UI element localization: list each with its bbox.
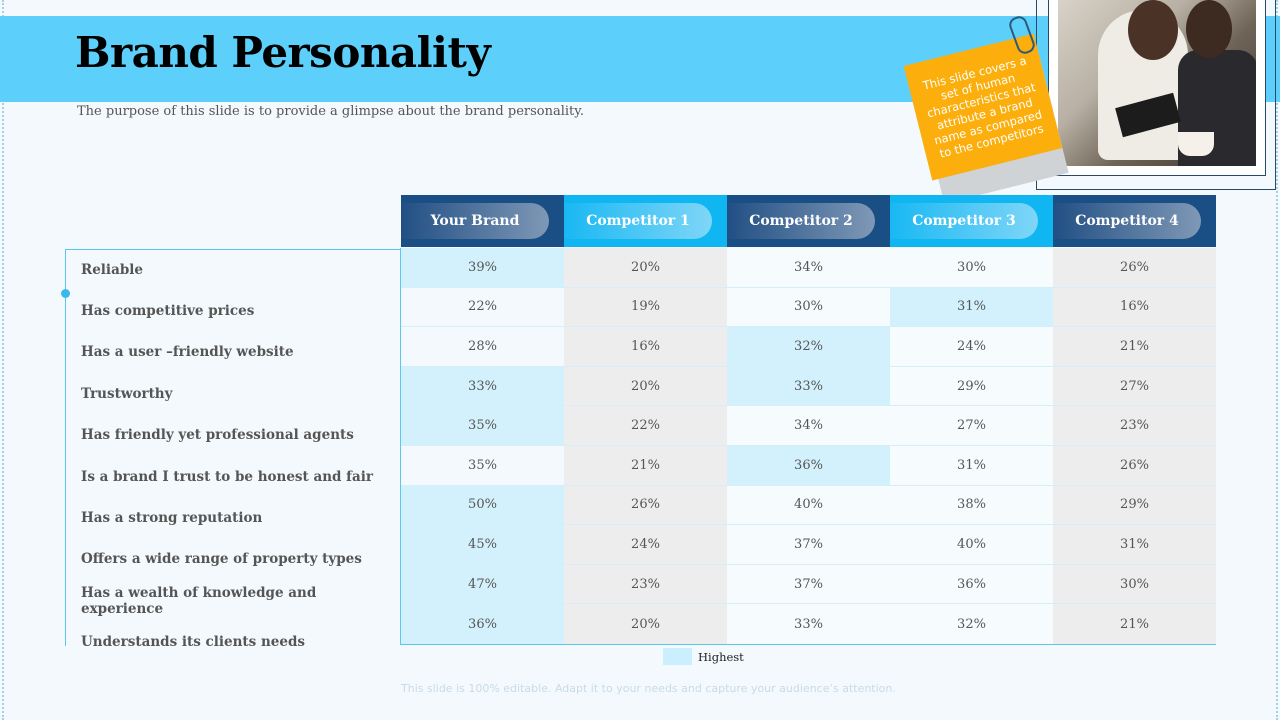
table-cell: 30% bbox=[890, 248, 1053, 287]
legend: Highest bbox=[663, 648, 744, 665]
table-row: 28% 16% 32% 24% 21% bbox=[401, 327, 1216, 367]
row-label: Has competitive prices bbox=[81, 303, 255, 320]
table-cell: 36% bbox=[890, 564, 1053, 604]
table-cell: 35% bbox=[401, 406, 564, 445]
table-row: 35% 22% 34% 27% 23% bbox=[401, 406, 1216, 446]
page-title: Brand Personality bbox=[75, 28, 491, 77]
bracket-dot-icon bbox=[61, 289, 70, 298]
legend-highlight-swatch bbox=[663, 648, 692, 665]
table-cell: 30% bbox=[1053, 564, 1216, 604]
table-row: 50% 26% 40% 38% 29% bbox=[401, 485, 1216, 526]
data-table: 39% 20% 34% 30% 26% 22% 19% 30% 31% 16% 28% 16% 32% 2… bbox=[400, 248, 1216, 645]
people-photo bbox=[1058, 0, 1256, 166]
row-label: Understands its clients needs bbox=[81, 634, 305, 651]
row-label: Reliable bbox=[81, 261, 143, 278]
table-cell: 31% bbox=[890, 445, 1053, 485]
column-header-label: Competitor 4 bbox=[1053, 203, 1201, 239]
column-header: Competitor 2 bbox=[727, 195, 890, 247]
table-cell: 19% bbox=[564, 287, 727, 327]
table-cell: 29% bbox=[1053, 485, 1216, 525]
column-header: Competitor 1 bbox=[564, 195, 727, 247]
table-cell: 37% bbox=[727, 525, 890, 564]
table-row: 45% 24% 37% 40% 31% bbox=[401, 525, 1216, 565]
table-cell: 31% bbox=[890, 287, 1053, 327]
column-header-label: Your Brand bbox=[401, 203, 549, 239]
row-labels: Reliable Has competitive prices Has a user… bbox=[81, 249, 401, 663]
table-cell: 36% bbox=[401, 604, 564, 644]
table-cell: 39% bbox=[401, 248, 564, 287]
legend-label: Highest bbox=[698, 649, 744, 664]
table-cell: 16% bbox=[1053, 287, 1216, 327]
table-cell: 28% bbox=[401, 327, 564, 366]
footer-note: This slide is 100% editable. Adapt it to… bbox=[401, 682, 896, 695]
table-cell: 34% bbox=[727, 248, 890, 287]
table-row: 36% 20% 33% 32% 21% bbox=[401, 604, 1216, 644]
table-cell: 45% bbox=[401, 525, 564, 564]
table-cell: 30% bbox=[727, 287, 890, 327]
row-label: Has a user –friendly website bbox=[81, 344, 294, 361]
table-cell: 20% bbox=[564, 248, 727, 287]
column-header: Your Brand bbox=[401, 195, 564, 247]
row-label: Is a brand I trust to be honest and fair bbox=[81, 468, 373, 485]
table-cell: 37% bbox=[727, 564, 890, 604]
page-subtitle: The purpose of this slide is to provide … bbox=[77, 104, 585, 119]
row-label: Has a wealth of knowledge and experience bbox=[81, 584, 317, 617]
table-row: 22% 19% 30% 31% 16% bbox=[401, 287, 1216, 328]
table-cell: 33% bbox=[727, 604, 890, 644]
left-dotted-border bbox=[2, 0, 4, 720]
column-header-label: Competitor 3 bbox=[890, 203, 1038, 239]
table-cell: 34% bbox=[727, 406, 890, 445]
column-header: Competitor 4 bbox=[1053, 195, 1216, 247]
table-cell: 27% bbox=[1053, 366, 1216, 406]
table-cell: 31% bbox=[1053, 525, 1216, 564]
table-cell: 24% bbox=[564, 525, 727, 564]
table-cell: 26% bbox=[1053, 445, 1216, 485]
row-label: Has friendly yet professional agents bbox=[81, 427, 354, 444]
sticky-note-text: This slide covers a set of human charact… bbox=[921, 53, 1045, 161]
table-cell: 22% bbox=[564, 406, 727, 445]
table-cell: 32% bbox=[890, 604, 1053, 644]
table-cell: 36% bbox=[727, 445, 890, 485]
table-cell: 33% bbox=[401, 366, 564, 406]
table-cell: 16% bbox=[564, 327, 727, 366]
table-cell: 20% bbox=[564, 366, 727, 406]
table-row: 35% 21% 36% 31% 26% bbox=[401, 445, 1216, 486]
row-label: Trustworthy bbox=[81, 385, 173, 402]
table-header: Your Brand Competitor 1 Competitor 2 Compet… bbox=[401, 195, 1216, 247]
table-cell: 23% bbox=[1053, 406, 1216, 445]
table-row: 39% 20% 34% 30% 26% bbox=[401, 248, 1216, 288]
table-cell: 24% bbox=[890, 327, 1053, 366]
right-dotted-border bbox=[1276, 0, 1278, 720]
column-header-label: Competitor 2 bbox=[727, 203, 875, 239]
table-cell: 21% bbox=[1053, 604, 1216, 644]
table-cell: 27% bbox=[890, 406, 1053, 445]
table-row: 47% 23% 37% 36% 30% bbox=[401, 564, 1216, 605]
table-cell: 40% bbox=[727, 485, 890, 525]
table-cell: 38% bbox=[890, 485, 1053, 525]
table-cell: 35% bbox=[401, 445, 564, 485]
table-cell: 26% bbox=[564, 485, 727, 525]
table-cell: 26% bbox=[1053, 248, 1216, 287]
table-cell: 22% bbox=[401, 287, 564, 327]
table-cell: 23% bbox=[564, 564, 727, 604]
table-cell: 40% bbox=[890, 525, 1053, 564]
table-cell: 47% bbox=[401, 564, 564, 604]
table-cell: 21% bbox=[564, 445, 727, 485]
column-header-label: Competitor 1 bbox=[564, 203, 712, 239]
row-label: Has a strong reputation bbox=[81, 510, 263, 527]
row-label: Offers a wide range of property types bbox=[81, 551, 362, 568]
table-cell: 20% bbox=[564, 604, 727, 644]
table-row: 33% 20% 33% 29% 27% bbox=[401, 366, 1216, 407]
table-cell: 32% bbox=[727, 327, 890, 366]
row-label-bracket bbox=[65, 249, 401, 646]
column-header: Competitor 3 bbox=[890, 195, 1053, 247]
table-cell: 33% bbox=[727, 366, 890, 406]
table-cell: 50% bbox=[401, 485, 564, 525]
table-cell: 29% bbox=[890, 366, 1053, 406]
table-cell: 21% bbox=[1053, 327, 1216, 366]
